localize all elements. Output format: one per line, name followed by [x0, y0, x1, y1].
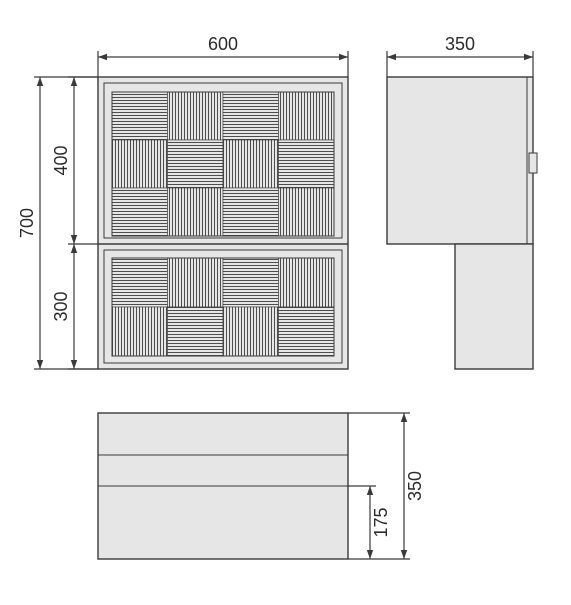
svg-text:700: 700 [17, 208, 37, 238]
svg-text:350: 350 [445, 34, 475, 54]
svg-text:600: 600 [208, 34, 238, 54]
svg-text:300: 300 [51, 291, 71, 321]
top-view [98, 77, 348, 369]
bottom-view [98, 413, 348, 559]
technical-drawing: 600 700 400 300 350 175 350 [0, 0, 571, 605]
svg-text:350: 350 [405, 471, 425, 501]
svg-text:175: 175 [371, 507, 391, 537]
svg-text:400: 400 [51, 145, 71, 175]
